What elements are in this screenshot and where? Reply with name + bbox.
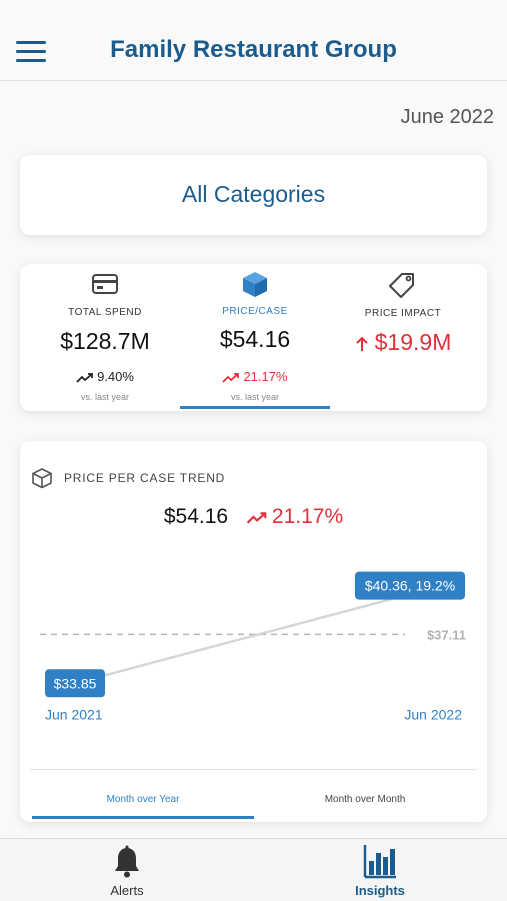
bar-chart-icon: [363, 845, 396, 879]
trend-summary: $54.16 21.17%: [20, 505, 487, 529]
category-selector[interactable]: All Categories: [20, 155, 487, 235]
hamburger-line: [16, 41, 46, 44]
credit-card-icon: [92, 274, 118, 294]
tab-active-indicator: [32, 816, 254, 819]
kpi-sub: vs. last year: [230, 392, 279, 402]
period-label[interactable]: June 2022: [400, 106, 494, 128]
data-label-text: $40.36, 19.2%: [365, 578, 455, 594]
bottom-nav: Alerts Insights: [0, 838, 507, 901]
cube-outline-icon: [32, 468, 52, 489]
series-line: [74, 584, 443, 685]
trend-card: PRICE PER CASE TREND $54.16 21.17% $37.1…: [20, 441, 487, 822]
kpi-change-value: 21.17%: [243, 369, 288, 384]
data-label-text: $33.85: [54, 675, 97, 691]
trend-change: 21.17%: [271, 505, 344, 528]
trend-up-icon: [222, 373, 240, 383]
kpi-price-case[interactable]: PRICE/CASE $54.16 21.17% vs. last year: [180, 264, 330, 411]
trend-up-icon: [246, 512, 267, 524]
kpi-change: 9.40%: [30, 369, 180, 384]
cube-icon: [243, 272, 267, 297]
kpi-label: PRICE IMPACT: [364, 308, 442, 319]
nav-label: Insights: [355, 883, 405, 898]
data-label-jun-2022[interactable]: $40.36, 19.2%: [355, 571, 465, 600]
arrow-up-icon: [355, 336, 368, 351]
trend-title: PRICE PER CASE TREND: [64, 471, 226, 485]
app-title: Family Restaurant Group: [110, 36, 397, 63]
kpi-change-value: 9.40%: [97, 369, 134, 384]
tag-icon: [389, 273, 414, 298]
bell-icon: [115, 845, 139, 878]
category-label: All Categories: [181, 181, 326, 207]
hamburger-line: [16, 59, 46, 62]
kpi-value: $54.16: [219, 326, 291, 352]
x-tick-label: Jun 2022: [404, 706, 462, 722]
kpi-price-impact[interactable]: PRICE IMPACT $19.9M: [328, 264, 478, 411]
kpi-label: PRICE/CASE: [222, 306, 288, 317]
price-trend-chart: $37.11 $33.85 $40.36, 19.2% Jun 2021 Jun…: [40, 571, 466, 722]
kpi-value: $19.9M: [328, 329, 478, 356]
nav-alerts[interactable]: Alerts: [57, 839, 197, 901]
kpi-card: TOTAL SPEND $128.7M 9.40% vs. last year …: [20, 264, 487, 411]
tab-month-over-year[interactable]: Month over Year: [106, 794, 180, 805]
kpi-value-text: $19.9M: [374, 329, 452, 355]
kpi-total-spend[interactable]: TOTAL SPEND $128.7M 9.40% vs. last year: [30, 264, 180, 411]
reference-label: $37.11: [427, 627, 466, 642]
kpi-selected-indicator: [180, 406, 330, 409]
menu-button[interactable]: [16, 41, 46, 63]
kpi-label: TOTAL SPEND: [68, 307, 142, 318]
hamburger-line: [16, 50, 46, 53]
trend-value: $54.16: [163, 505, 229, 528]
trend-up-icon: [76, 373, 93, 383]
nav-insights[interactable]: Insights: [310, 839, 450, 901]
tab-divider: [30, 769, 477, 770]
app-header: Family Restaurant Group: [0, 0, 507, 81]
x-tick-label: Jun 2021: [45, 706, 103, 722]
kpi-change: 21.17%: [180, 369, 330, 384]
nav-label: Alerts: [110, 883, 144, 898]
kpi-value: $128.7M: [60, 328, 150, 354]
kpi-sub: vs. last year: [80, 392, 129, 402]
data-label-jun-2021[interactable]: $33.85: [45, 669, 105, 698]
tab-month-over-month[interactable]: Month over Month: [324, 794, 406, 805]
